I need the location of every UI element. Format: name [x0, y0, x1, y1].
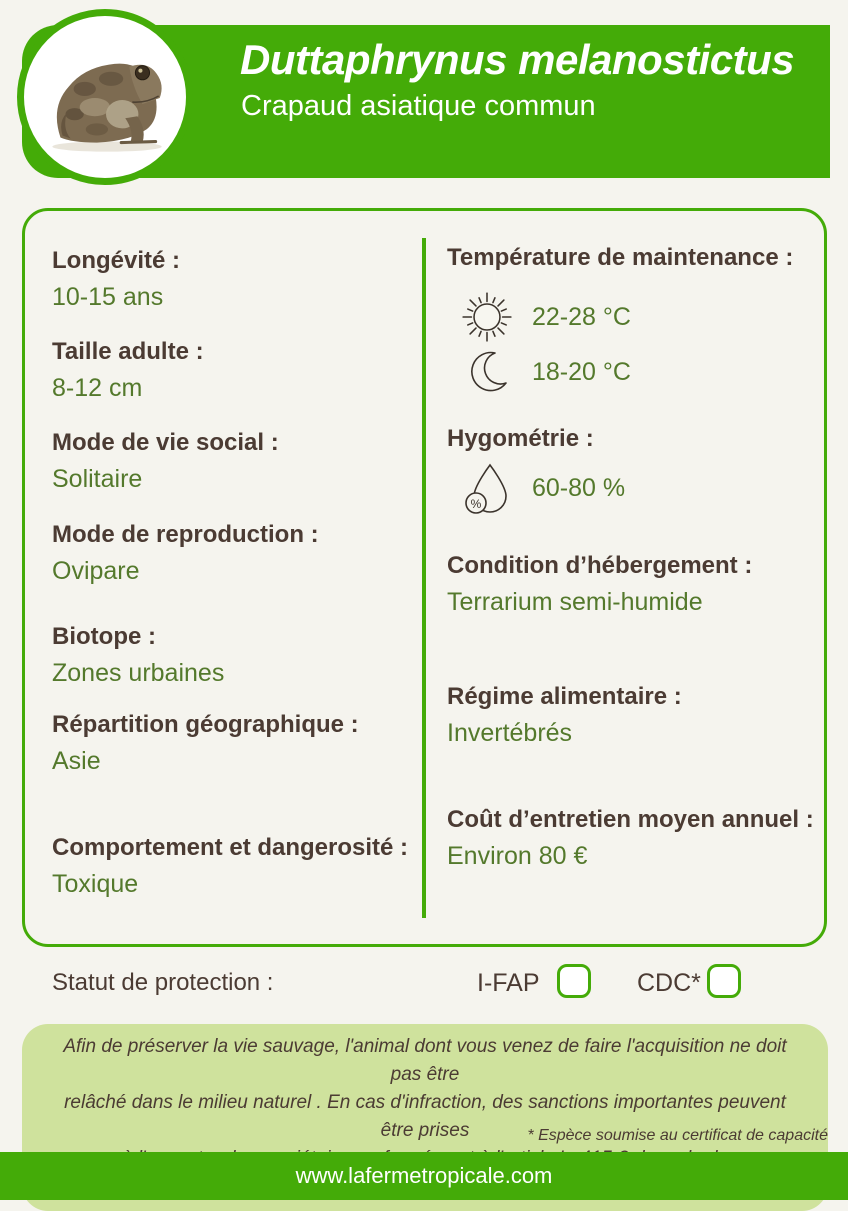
- day-temperature-row: 22-28 °C: [458, 290, 818, 344]
- disclaimer-line-2: relâché dans le milieu naturel . En cas …: [64, 1092, 786, 1141]
- social-mode-label: Mode de vie social :: [52, 429, 279, 456]
- cdc-label: CDC*: [637, 969, 701, 997]
- night-temperature-value: 18-20 °C: [532, 358, 631, 386]
- protection-status-label: Statut de protection :: [52, 969, 274, 996]
- droplet-percent-icon: %: [458, 462, 516, 514]
- species-scientific-name: Duttaphrynus melanostictus: [240, 36, 795, 83]
- longevity-value: 10-15 ans: [52, 283, 164, 311]
- housing-label: Condition d’hébergement :: [447, 552, 753, 579]
- reproduction-label: Mode de reproduction :: [52, 521, 319, 548]
- cdc-checkbox[interactable]: [707, 964, 741, 998]
- humidity-row: % 60-80 %: [458, 462, 818, 514]
- adult-size-value: 8-12 cm: [52, 374, 143, 402]
- species-common-name: Crapaud asiatique commun: [241, 90, 596, 122]
- info-item-geographic-range: Répartition géographique : Asie: [52, 710, 412, 776]
- temperature-label: Température de maintenance :: [447, 244, 794, 271]
- geographic-range-label: Répartition géographique :: [52, 711, 359, 738]
- info-panel: [22, 208, 827, 947]
- species-photo: [17, 9, 193, 185]
- night-temperature-row: 18-20 °C: [458, 348, 818, 396]
- ifap-label: I-FAP: [477, 969, 540, 997]
- website-url[interactable]: www.lafermetropicale.com: [295, 1163, 553, 1188]
- housing-value: Terrarium semi-humide: [447, 588, 703, 616]
- behaviour-value: Toxique: [52, 870, 139, 898]
- annual-cost-label: Coût d’entretien moyen annuel :: [447, 806, 814, 833]
- biotope-label: Biotope :: [52, 623, 156, 650]
- capacity-certificate-footnote: * Espèce soumise au certificat de capaci…: [527, 1127, 828, 1144]
- info-item-temperature: Température de maintenance :: [447, 243, 819, 273]
- behaviour-label: Comportement et dangerosité :: [52, 834, 409, 861]
- ifap-checkbox[interactable]: [557, 964, 591, 998]
- social-mode-value: Solitaire: [52, 465, 143, 493]
- info-item-diet: Régime alimentaire : Invertébrés: [447, 682, 819, 748]
- biotope-value: Zones urbaines: [52, 659, 225, 687]
- sun-icon: [458, 290, 516, 344]
- day-temperature-value: 22-28 °C: [532, 303, 631, 331]
- svg-text:%: %: [471, 497, 482, 511]
- longevity-label: Longévité :: [52, 247, 181, 274]
- info-item-annual-cost: Coût d’entretien moyen annuel : Environ …: [447, 805, 819, 871]
- reproduction-value: Ovipare: [52, 557, 140, 585]
- humidity-label: Hygométrie :: [447, 425, 594, 452]
- humidity-value: 60-80 %: [532, 474, 626, 502]
- info-item-reproduction: Mode de reproduction : Ovipare: [52, 520, 412, 586]
- footer-bar: www.lafermetropicale.com: [0, 1152, 848, 1200]
- diet-value: Invertébrés: [447, 719, 573, 747]
- toad-photo: [52, 63, 162, 152]
- info-item-longevity: Longévité : 10-15 ans: [52, 246, 412, 312]
- diet-label: Régime alimentaire :: [447, 683, 682, 710]
- column-divider: [422, 238, 426, 918]
- info-item-biotope: Biotope : Zones urbaines: [52, 622, 412, 688]
- info-item-humidity: Hygométrie :: [447, 424, 819, 454]
- geographic-range-value: Asie: [52, 747, 101, 775]
- info-item-housing: Condition d’hébergement : Terrarium semi…: [447, 551, 819, 617]
- info-item-adult-size: Taille adulte : 8-12 cm: [52, 337, 412, 403]
- info-item-social-mode: Mode de vie social : Solitaire: [52, 428, 412, 494]
- adult-size-label: Taille adulte :: [52, 338, 204, 365]
- disclaimer-line-1: Afin de préserver la vie sauvage, l'anim…: [63, 1036, 787, 1085]
- moon-icon: [458, 349, 516, 395]
- annual-cost-value: Environ 80 €: [447, 842, 588, 870]
- info-item-behaviour: Comportement et dangerosité : Toxique: [52, 833, 412, 899]
